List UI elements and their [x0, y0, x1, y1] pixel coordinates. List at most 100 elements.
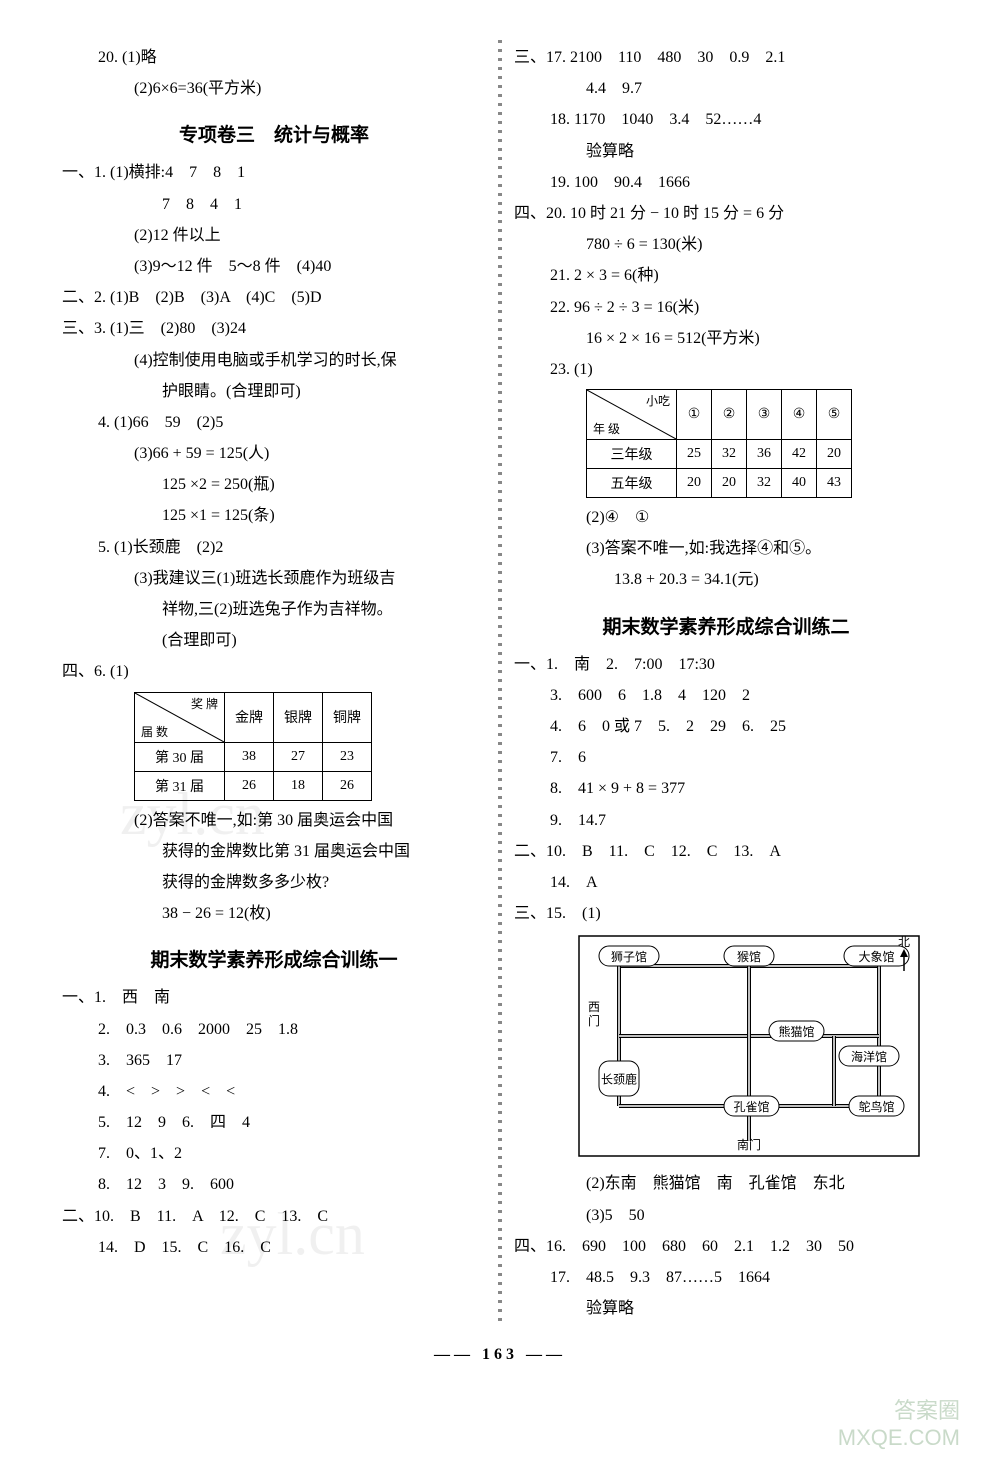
left-column: 20. (1)略 (2)6×6=36(平方米) 专项卷三 统计与概率 一、1. …: [50, 40, 498, 1326]
table-cell: 27: [274, 742, 323, 771]
q-label: 21.: [550, 267, 570, 284]
answer-line: 17. 48.5 9.3 87……5 1664: [514, 1264, 938, 1291]
brand-url: MXQE.COM: [838, 1425, 960, 1451]
answer-line: 125 ×1 = 125(条): [62, 502, 486, 529]
answer-line: 祥物,三(2)班选兔子作为吉祥物。: [62, 596, 486, 623]
q-label: 二、2.: [62, 289, 106, 306]
page-number: —— 163 ——: [50, 1346, 950, 1364]
answer-line: (3)5 50: [514, 1202, 938, 1229]
svg-text:南门: 南门: [737, 1137, 761, 1152]
medal-table: 奖 牌届 数金牌银牌铜牌第 30 届382723第 31 届261826: [134, 692, 372, 801]
answer-text: (1)三 (2)80 (3)24: [110, 320, 246, 337]
answer-line: 获得的金牌数比第 31 届奥运会中国: [62, 838, 486, 865]
table-cell: 26: [323, 771, 372, 800]
answer-line: (2)12 件以上: [62, 222, 486, 249]
svg-text:西: 西: [588, 1000, 600, 1014]
table-cell: 32: [712, 440, 747, 469]
svg-text:大象馆: 大象馆: [858, 949, 894, 964]
section-heading: 期末数学素养形成综合训练二: [514, 612, 938, 639]
answer-line: 四、20. 10 时 21 分 − 10 时 15 分 = 6 分: [514, 200, 938, 227]
answer-line: (3)66 + 59 = 125(人): [62, 440, 486, 467]
table-header: 金牌: [225, 692, 274, 742]
answer-text: (1)横排:4 7 8 1: [110, 164, 245, 181]
snack-table: 小吃年 级①②③④⑤三年级2532364220五年级2020324043: [586, 389, 852, 498]
q-label: 18.: [550, 111, 570, 128]
table-cell: 32: [747, 469, 782, 498]
answer-line: 四、6. (1): [62, 658, 486, 685]
answer-line: 护眼睛。(合理即可): [62, 378, 486, 405]
table-header: ④: [782, 390, 817, 440]
answer-line: 21. 2 × 3 = 6(种): [514, 262, 938, 289]
answer-line: 二、10. B 11. A 12. C 13. C: [62, 1203, 486, 1230]
answer-text: 2100 110 480 30 0.9 2.1: [570, 49, 785, 66]
table-header: ①: [677, 390, 712, 440]
table-row-label: 三年级: [587, 440, 677, 469]
answer-line: 一、1. 南 2. 7:00 17:30: [514, 651, 938, 678]
table-header: ⑤: [817, 390, 852, 440]
svg-text:狮子馆: 狮子馆: [611, 949, 647, 964]
table-cell: 38: [225, 742, 274, 771]
svg-text:熊猫馆: 熊猫馆: [778, 1024, 814, 1039]
answer-line: 780 ÷ 6 = 130(米): [514, 231, 938, 258]
answer-line: 19. 100 90.4 1666: [514, 169, 938, 196]
answer-line: (2)答案不唯一,如:第 30 届奥运会中国: [62, 807, 486, 834]
answer-line: 3. 600 6 1.8 4 120 2: [514, 682, 938, 709]
answer-line: (2)④ ①: [514, 504, 938, 531]
answer-line: 8. 12 3 9. 600: [62, 1171, 486, 1198]
answer-text: (1): [574, 361, 593, 378]
answer-line: 5. 12 9 6. 四 4: [62, 1109, 486, 1136]
answer-text: (1): [110, 663, 129, 680]
answer-line: 14. A: [514, 869, 938, 896]
answer-line: 4.4 9.7: [514, 75, 938, 102]
answer-line: 20. (1)略: [62, 44, 486, 71]
table-cell: 43: [817, 469, 852, 498]
answer-line: (合理即可): [62, 627, 486, 654]
answer-text: (1)B (2)B (3)A (4)C (5)D: [110, 289, 322, 306]
table-cell: 36: [747, 440, 782, 469]
table-cell: 40: [782, 469, 817, 498]
q-label: 19.: [550, 174, 570, 191]
answer-line: 3. 365 17: [62, 1047, 486, 1074]
table-cell: 20: [817, 440, 852, 469]
answer-line: 三、17. 2100 110 480 30 0.9 2.1: [514, 44, 938, 71]
answer-line: 一、1. 西 南: [62, 984, 486, 1011]
svg-text:鸵鸟馆: 鸵鸟馆: [858, 1099, 894, 1114]
answer-line: 5. (1)长颈鹿 (2)2: [62, 534, 486, 561]
answer-line: 2. 0.3 0.6 2000 25 1.8: [62, 1016, 486, 1043]
table-header: ③: [747, 390, 782, 440]
table-row-label: 第 30 届: [135, 742, 225, 771]
answer-line: 二、10. B 11. C 12. C 13. A: [514, 838, 938, 865]
answer-line: 8. 41 × 9 + 8 = 377: [514, 775, 938, 802]
table-header: 铜牌: [323, 692, 372, 742]
answer-line: (2)东南 熊猫馆 南 孔雀馆 东北: [514, 1170, 938, 1197]
answer-text: 10 时 21 分 − 10 时 15 分 = 6 分: [570, 205, 784, 222]
q-label: 22.: [550, 299, 570, 316]
q-label: 三、17.: [514, 49, 566, 66]
answer-line: 9. 14.7: [514, 807, 938, 834]
answer-line: (2)6×6=36(平方米): [62, 75, 486, 102]
answer-line: 14. D 15. C 16. C: [62, 1234, 486, 1261]
answer-line: 一、1. (1)横排:4 7 8 1: [62, 159, 486, 186]
q-label: 23.: [550, 361, 570, 378]
table-row-label: 五年级: [587, 469, 677, 498]
q-label: 5.: [98, 539, 110, 556]
answer-line: 23. (1): [514, 356, 938, 383]
table-cell: 20: [712, 469, 747, 498]
svg-text:孔雀馆: 孔雀馆: [733, 1099, 769, 1114]
svg-text:门: 门: [588, 1013, 600, 1028]
svg-text:海洋馆: 海洋馆: [851, 1049, 887, 1064]
answer-line: (3)9～12 件 5～8 件 (4)40: [62, 253, 486, 280]
q-label: 四、20.: [514, 205, 566, 222]
table-header: 银牌: [274, 692, 323, 742]
answer-line: 4. (1)66 59 (2)5: [62, 409, 486, 436]
right-column: 三、17. 2100 110 480 30 0.9 2.1 4.4 9.7 18…: [502, 40, 950, 1326]
section-heading: 期末数学素养形成综合训练一: [62, 945, 486, 972]
table-header: ②: [712, 390, 747, 440]
answer-line: 7 8 4 1: [62, 191, 486, 218]
table-row-label: 第 31 届: [135, 771, 225, 800]
answer-line: 22. 96 ÷ 2 ÷ 3 = 16(米): [514, 294, 938, 321]
page-number-value: 163: [482, 1346, 518, 1363]
zoo-map-diagram: 狮子馆猴馆大象馆熊猫馆海洋馆长颈鹿孔雀馆鸵鸟馆北西门南门: [574, 931, 938, 1166]
answer-line: 三、3. (1)三 (2)80 (3)24: [62, 315, 486, 342]
q-label: 一、1.: [62, 164, 106, 181]
